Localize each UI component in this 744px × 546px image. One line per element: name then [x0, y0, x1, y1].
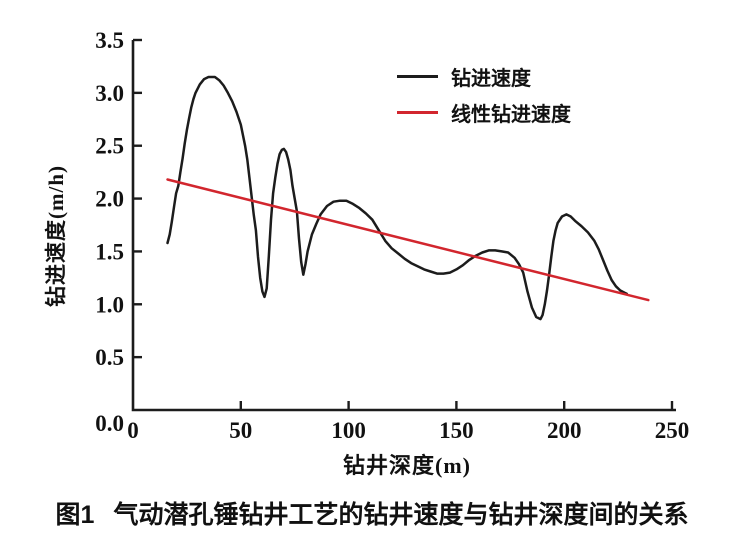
axes	[131, 40, 676, 412]
x-tick-label: 0	[127, 418, 139, 443]
y-tick-label: 1.5	[95, 239, 124, 264]
figure-number: 图1	[55, 501, 95, 529]
x-axis-title: 钻井深度(m)	[343, 453, 471, 478]
legend-item-linear-drilling-speed: 线性钻进速度	[397, 98, 571, 126]
y-tick-label: 0.0	[95, 411, 124, 436]
figure-caption: 图1 气动潜孔锤钻井工艺的钻井速度与钻井深度间的关系	[0, 495, 744, 531]
red-line-swatch	[397, 110, 438, 114]
black-line-swatch	[397, 74, 438, 78]
x-tick-label: 250	[655, 418, 690, 443]
x-tick-label: 100	[331, 418, 366, 443]
y-tick-label: 2.0	[95, 187, 124, 212]
y-tick-label: 3.0	[95, 81, 124, 106]
legend-label-drilling-speed: 钻进速度	[451, 67, 531, 90]
legend-item-drilling-speed: 钻进速度	[397, 62, 571, 90]
y-tick-label: 3.5	[95, 28, 124, 53]
linear-trend-line	[166, 178, 650, 302]
x-tick-label: 200	[547, 418, 582, 443]
y-tick-label: 0.5	[95, 345, 124, 370]
y-tick-label: 2.5	[95, 134, 124, 159]
figure-caption-text: 气动潜孔锤钻井工艺的钻井速度与钻井深度间的关系	[113, 501, 689, 529]
y-axis-title: 钻进速度(m/h)	[44, 165, 68, 307]
legend-label-linear-drilling-speed: 线性钻进速度	[451, 103, 571, 126]
y-tick-label: 1.0	[95, 292, 124, 317]
line-chart-canvas: 0.0 0.5 1.0 1.5 2.0 2.5 3.0 3.5 0 50 100 150 200 250	[95, 28, 690, 443]
x-tick-label: 150	[439, 418, 474, 443]
legend: 钻进速度 线性钻进速度	[397, 62, 571, 126]
x-tick-label: 50	[229, 418, 252, 443]
